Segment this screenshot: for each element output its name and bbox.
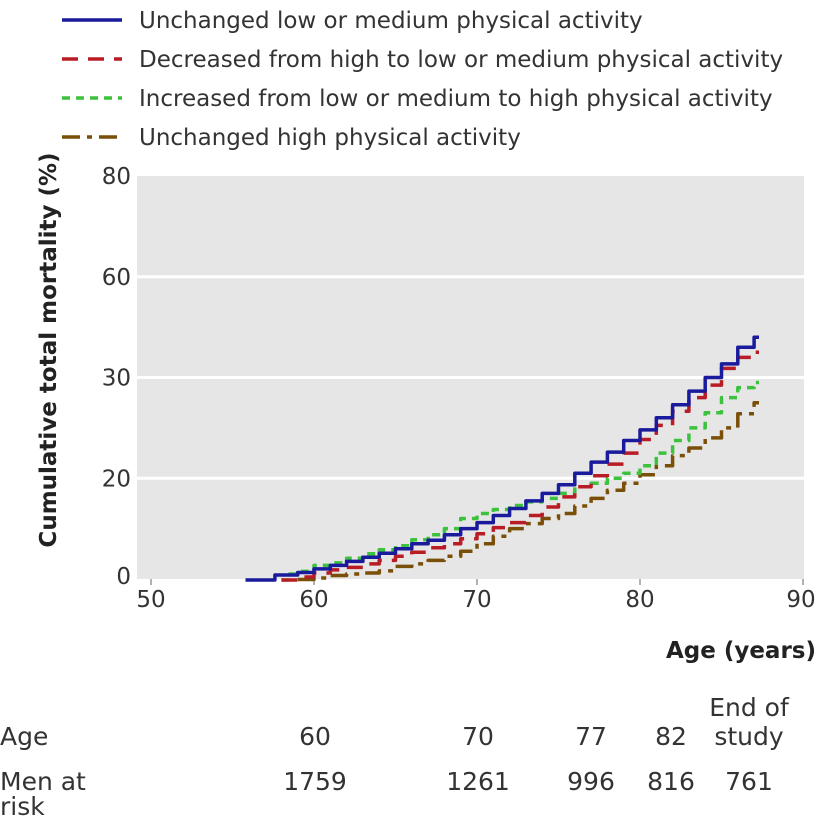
- y-axis-ticks: 0 20 30 60 80: [102, 164, 131, 590]
- x-tick-label-5: 90: [786, 587, 815, 613]
- y-tick-label-4: 60: [102, 265, 131, 291]
- risk-men-4: 816: [647, 767, 695, 796]
- series-line-1: [245, 335, 759, 582]
- risk-men-1: 1759: [283, 767, 347, 796]
- x-tick-label-2: 60: [299, 587, 328, 613]
- y-tick-label-3: 30: [102, 366, 131, 392]
- legend-label-1: Unchanged low or medium physical activit…: [139, 8, 643, 34]
- legend-label-3: Increased from low or medium to high phy…: [139, 86, 773, 112]
- risk-age-4: 82: [655, 722, 687, 751]
- y-tick-label-1: 0: [116, 564, 131, 590]
- x-axis-title: Age (years): [666, 638, 816, 664]
- x-tick-label-1: 50: [136, 587, 165, 613]
- risk-end-men: 761: [725, 767, 773, 796]
- risk-men-3: 996: [567, 767, 615, 796]
- series-line-3: [281, 380, 759, 582]
- series-line-4: [297, 400, 759, 582]
- risk-men-label-line1: Men at: [0, 767, 86, 796]
- y-axis-title: Cumulative total mortality (%): [36, 152, 62, 547]
- series-lines: [245, 335, 759, 582]
- legend-label-2: Decreased from high to low or medium phy…: [139, 47, 783, 73]
- x-axis-ticks: 50 60 70 80 90: [136, 579, 816, 613]
- y-tick-label-2: 20: [102, 466, 131, 492]
- x-tick-label-3: 70: [462, 587, 491, 613]
- legend: Unchanged low or medium physical activit…: [62, 8, 783, 151]
- risk-age-label: Age: [0, 722, 48, 751]
- x-tick-label-4: 80: [625, 587, 654, 613]
- risk-columns: 60 1759 70 1261 77 996 82 816: [283, 722, 695, 796]
- risk-table: Age Men at risk End of study 761 60 1759 7…: [0, 693, 790, 821]
- legend-label-4: Unchanged high physical activity: [139, 125, 521, 151]
- risk-men-label-line2: risk: [0, 792, 45, 821]
- risk-age-3: 77: [575, 722, 607, 751]
- risk-men-2: 1261: [446, 767, 510, 796]
- risk-age-2: 70: [462, 722, 494, 751]
- series-line-2: [281, 350, 759, 582]
- y-tick-label-5: 80: [102, 164, 131, 190]
- risk-end-label-line1: End of: [709, 693, 790, 722]
- risk-age-1: 60: [299, 722, 331, 751]
- risk-end-label-line2: study: [714, 722, 784, 751]
- gridlines: [137, 275, 804, 480]
